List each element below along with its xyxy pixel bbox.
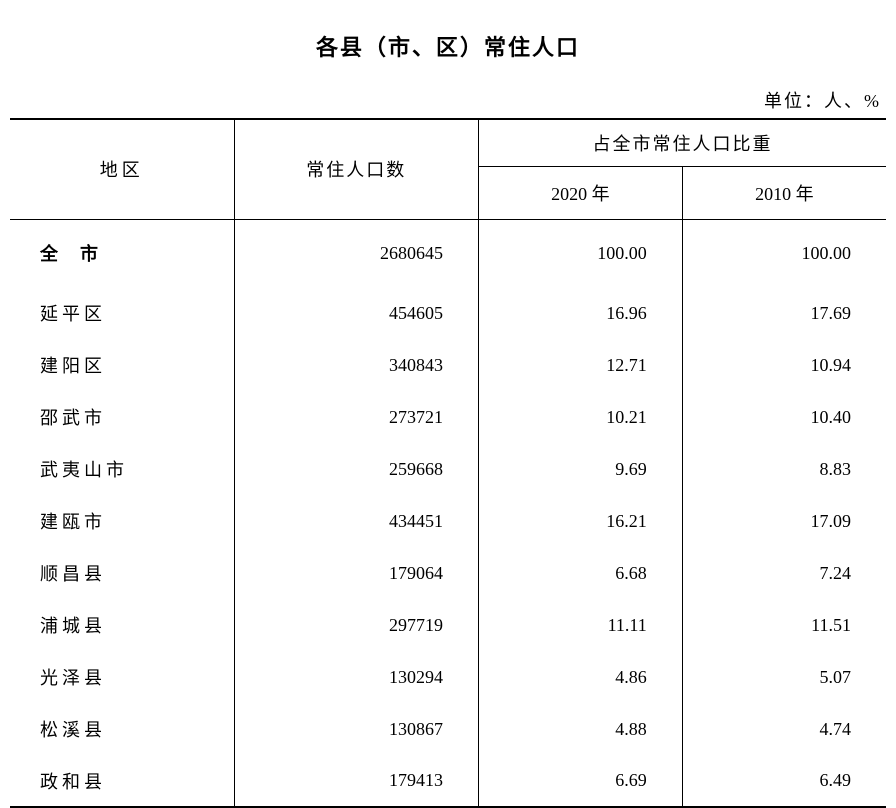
cell-region: 邵武市	[10, 391, 234, 443]
cell-pct-2020: 4.86	[479, 651, 683, 703]
cell-region: 松溪县	[10, 703, 234, 755]
table-row: 建瓯市43445116.2117.09	[10, 495, 886, 547]
cell-pct-2010: 17.09	[682, 495, 886, 547]
cell-population: 454605	[234, 287, 478, 339]
cell-population: 179413	[234, 755, 478, 807]
cell-region: 全 市	[10, 219, 234, 287]
cell-region: 浦城县	[10, 599, 234, 651]
cell-population: 340843	[234, 339, 478, 391]
cell-pct-2010: 8.83	[682, 443, 886, 495]
table-row: 浦城县29771911.1111.51	[10, 599, 886, 651]
header-region: 地区	[10, 119, 234, 219]
cell-pct-2020: 12.71	[479, 339, 683, 391]
cell-pct-2010: 5.07	[682, 651, 886, 703]
cell-region: 武夷山市	[10, 443, 234, 495]
page-title: 各县（市、区）常住人口	[10, 30, 886, 62]
table-row: 顺昌县1790646.687.24	[10, 547, 886, 599]
cell-pct-2010: 4.74	[682, 703, 886, 755]
cell-pct-2020: 11.11	[479, 599, 683, 651]
table-row: 政和县1794136.696.49	[10, 755, 886, 807]
cell-pct-2010: 100.00	[682, 219, 886, 287]
cell-region: 政和县	[10, 755, 234, 807]
cell-pct-2020: 6.68	[479, 547, 683, 599]
cell-pct-2010: 10.94	[682, 339, 886, 391]
cell-region: 延平区	[10, 287, 234, 339]
population-table: 地区 常住人口数 占全市常住人口比重 2020 年 2010 年 全 市 268…	[10, 118, 886, 808]
cell-pct-2020: 6.69	[479, 755, 683, 807]
cell-pct-2010: 6.49	[682, 755, 886, 807]
cell-pct-2020: 9.69	[479, 443, 683, 495]
cell-pct-2020: 16.96	[479, 287, 683, 339]
unit-label: 单位：人、%	[10, 87, 886, 113]
table-row: 邵武市27372110.2110.40	[10, 391, 886, 443]
header-year-2020: 2020 年	[479, 166, 683, 219]
cell-region: 建阳区	[10, 339, 234, 391]
cell-pct-2020: 4.88	[479, 703, 683, 755]
table-row: 松溪县1308674.884.74	[10, 703, 886, 755]
table-row-total: 全 市 2680645 100.00 100.00	[10, 219, 886, 287]
cell-population: 130294	[234, 651, 478, 703]
cell-population: 273721	[234, 391, 478, 443]
table-row: 武夷山市2596689.698.83	[10, 443, 886, 495]
cell-pct-2010: 10.40	[682, 391, 886, 443]
table-body: 全 市 2680645 100.00 100.00 延平区45460516.96…	[10, 219, 886, 807]
table-row: 光泽县1302944.865.07	[10, 651, 886, 703]
cell-pct-2020: 16.21	[479, 495, 683, 547]
table-row: 建阳区34084312.7110.94	[10, 339, 886, 391]
table-row: 延平区45460516.9617.69	[10, 287, 886, 339]
header-year-2010: 2010 年	[682, 166, 886, 219]
cell-population: 434451	[234, 495, 478, 547]
cell-region: 光泽县	[10, 651, 234, 703]
cell-population: 259668	[234, 443, 478, 495]
cell-pct-2020: 100.00	[479, 219, 683, 287]
cell-pct-2010: 7.24	[682, 547, 886, 599]
cell-pct-2020: 10.21	[479, 391, 683, 443]
cell-population: 2680645	[234, 219, 478, 287]
cell-pct-2010: 17.69	[682, 287, 886, 339]
header-population: 常住人口数	[234, 119, 478, 219]
header-proportion: 占全市常住人口比重	[479, 119, 886, 166]
cell-population: 297719	[234, 599, 478, 651]
cell-region: 建瓯市	[10, 495, 234, 547]
cell-population: 179064	[234, 547, 478, 599]
cell-population: 130867	[234, 703, 478, 755]
cell-region: 顺昌县	[10, 547, 234, 599]
cell-pct-2010: 11.51	[682, 599, 886, 651]
